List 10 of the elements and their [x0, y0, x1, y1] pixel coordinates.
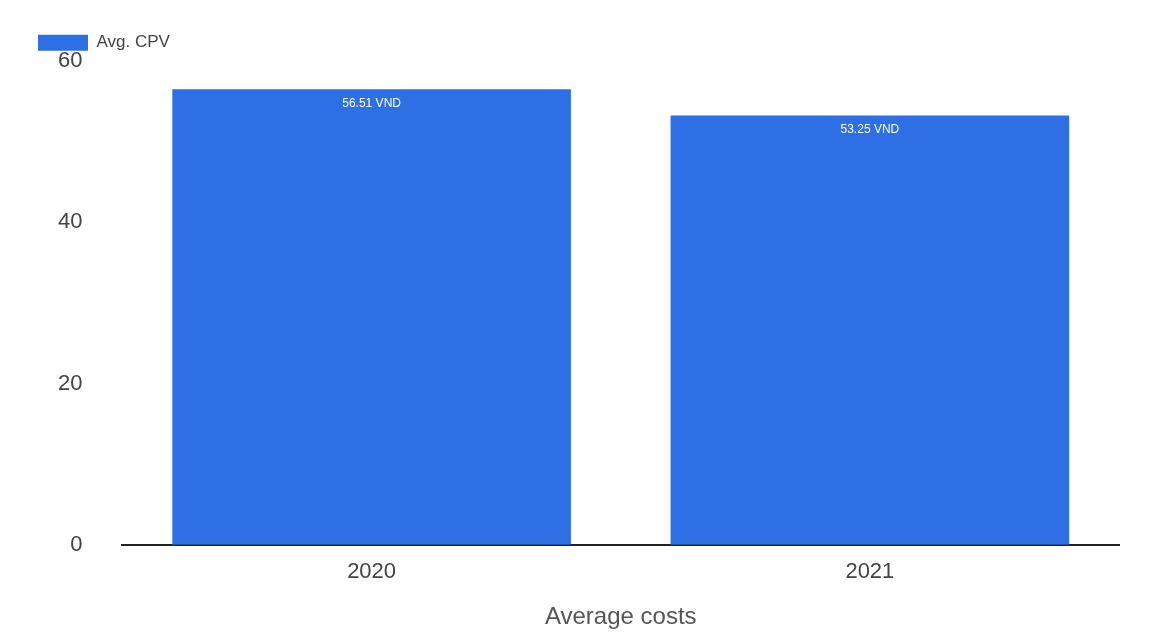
y-tick-label: 40: [57, 208, 83, 234]
y-tick-label: 20: [57, 369, 83, 395]
y-tick-label: 60: [57, 47, 83, 73]
x-tick-label: 2020: [347, 558, 397, 584]
data-label: 53.25 VND: [840, 121, 900, 136]
legend-label: Avg. CPV: [96, 32, 171, 52]
x-tick-label: 2021: [845, 558, 895, 584]
x-axis-title: Average costs: [544, 602, 697, 630]
y-tick-label: 0: [70, 530, 83, 556]
data-label: 56.51 VND: [342, 95, 402, 110]
